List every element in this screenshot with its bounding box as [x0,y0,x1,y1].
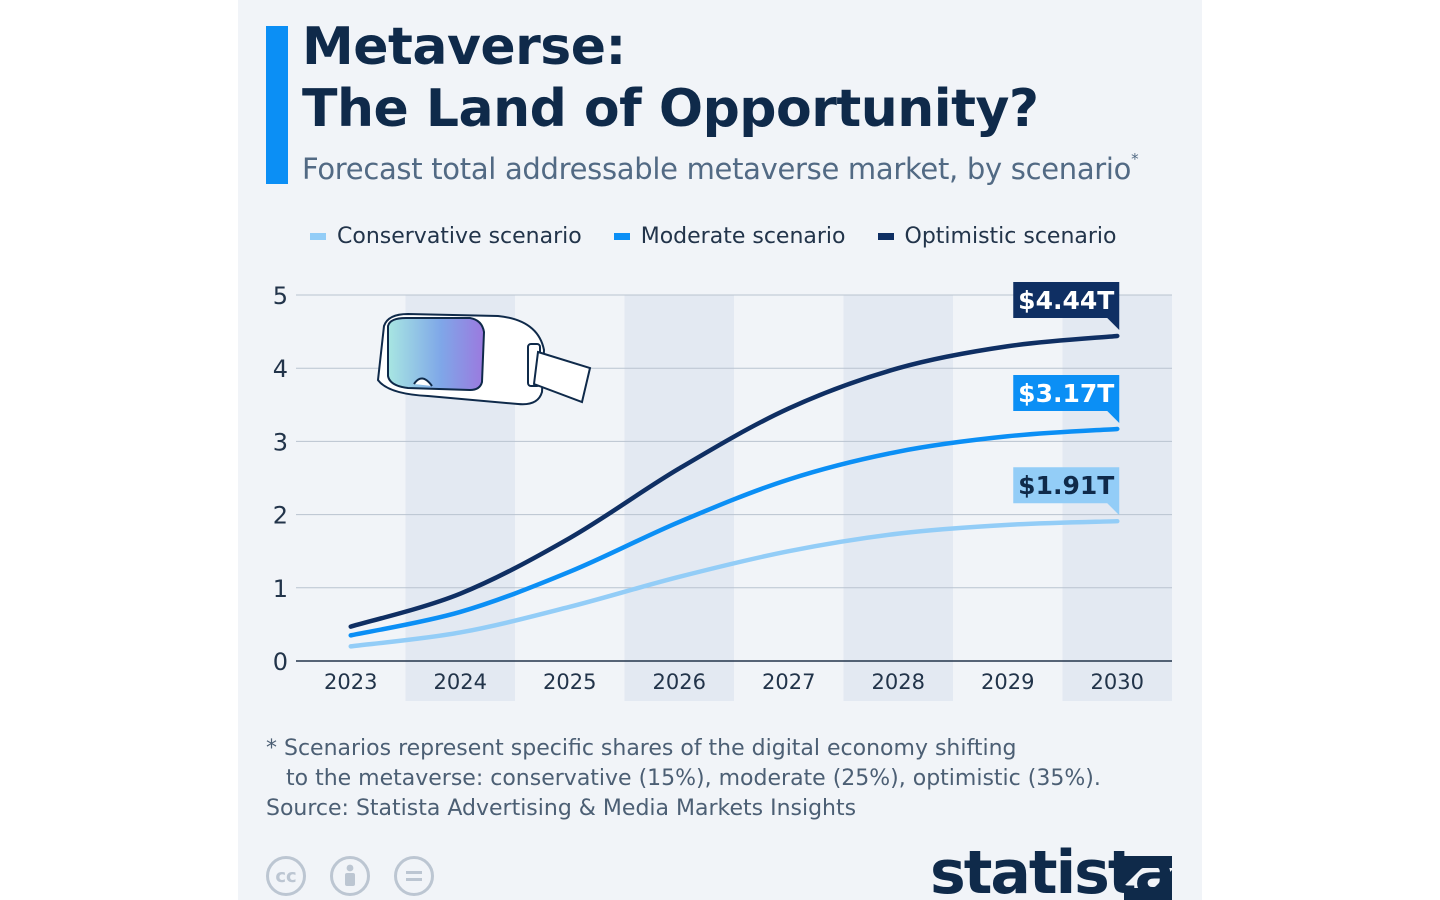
cc-icon[interactable]: cc [266,856,306,896]
x-tick-label: 2024 [434,670,487,694]
x-tick-label: 2023 [324,670,377,694]
chart-legend: Conservative scenario Moderate scenario … [310,224,1149,249]
end-label-moderate: $3.17T [1018,379,1114,408]
y-tick-label: 2 [273,502,288,530]
legend-swatch-moderate [613,233,630,240]
legend-label-moderate: Moderate scenario [640,224,846,249]
y-tick-label: 1 [273,575,288,603]
end-label-box-moderate [1013,374,1120,423]
end-label-box-optimistic [1013,281,1120,330]
series-line-moderate [348,426,1120,638]
legend-label-conservative: Conservative scenario [337,224,582,249]
x-tick-label: 2029 [981,670,1034,694]
title-line-2: The Land of Opportunity? [302,79,1039,139]
x-tick-label: 2027 [762,670,815,694]
line-chart: 0 1 2 3 4 5 2023 2024 2025 2026 2027 2028 2029 2030 $1… [273,281,1172,701]
legend-item-optimistic: Optimistic scenario [877,224,1117,249]
y-tick-label: 3 [273,428,288,456]
chart-subtitle: Forecast total addressable metaverse mar… [302,150,1139,186]
legend-swatch-conservative [310,233,326,240]
x-tick-label: 2028 [872,670,925,694]
y-tick-label: 4 [273,355,288,383]
infographic-card: Metaverse: The Land of Opportunity? Fore… [238,0,1202,900]
license-icons: cc [266,856,458,896]
end-label-box-conservative [1013,467,1120,516]
legend-swatch-optimistic [877,233,894,240]
series-line-conservative [348,518,1120,649]
legend-item-moderate: Moderate scenario [613,224,846,249]
attribution-icon[interactable] [330,856,370,896]
y-tick-label: 5 [273,282,288,310]
subtitle-footnote-mark: * [1131,150,1139,168]
x-tick-label: 2030 [1091,670,1144,694]
no-derivatives-icon[interactable] [394,856,434,896]
title-accent-bar [266,26,288,184]
subtitle-text: Forecast total addressable metaverse mar… [302,152,1132,186]
legend-item-conservative: Conservative scenario [310,224,582,249]
footnote-line-1: * Scenarios represent specific shares of… [266,736,1017,761]
vr-headset-icon [376,312,592,406]
statista-logo-icon [1124,856,1172,900]
x-tick-label: 2026 [653,670,706,694]
source-note: Source: Statista Advertising & Media Mar… [266,796,857,821]
series-line-optimistic [348,333,1120,629]
end-label-conservative: $1.91T [1018,471,1114,500]
column-shading [843,295,953,701]
end-label-optimistic: $4.44T [1018,286,1114,315]
column-shading [624,295,734,701]
title-line-1: Metaverse: [302,17,626,77]
legend-label-optimistic: Optimistic scenario [904,224,1117,249]
y-tick-label: 0 [273,648,288,676]
footnote: * Scenarios represent specific shares of… [266,734,1101,794]
footnote-line-2: to the metaverse: conservative (15%), mo… [286,766,1101,791]
chart-title: Metaverse: The Land of Opportunity? [302,16,1039,140]
x-tick-label: 2025 [543,670,596,694]
